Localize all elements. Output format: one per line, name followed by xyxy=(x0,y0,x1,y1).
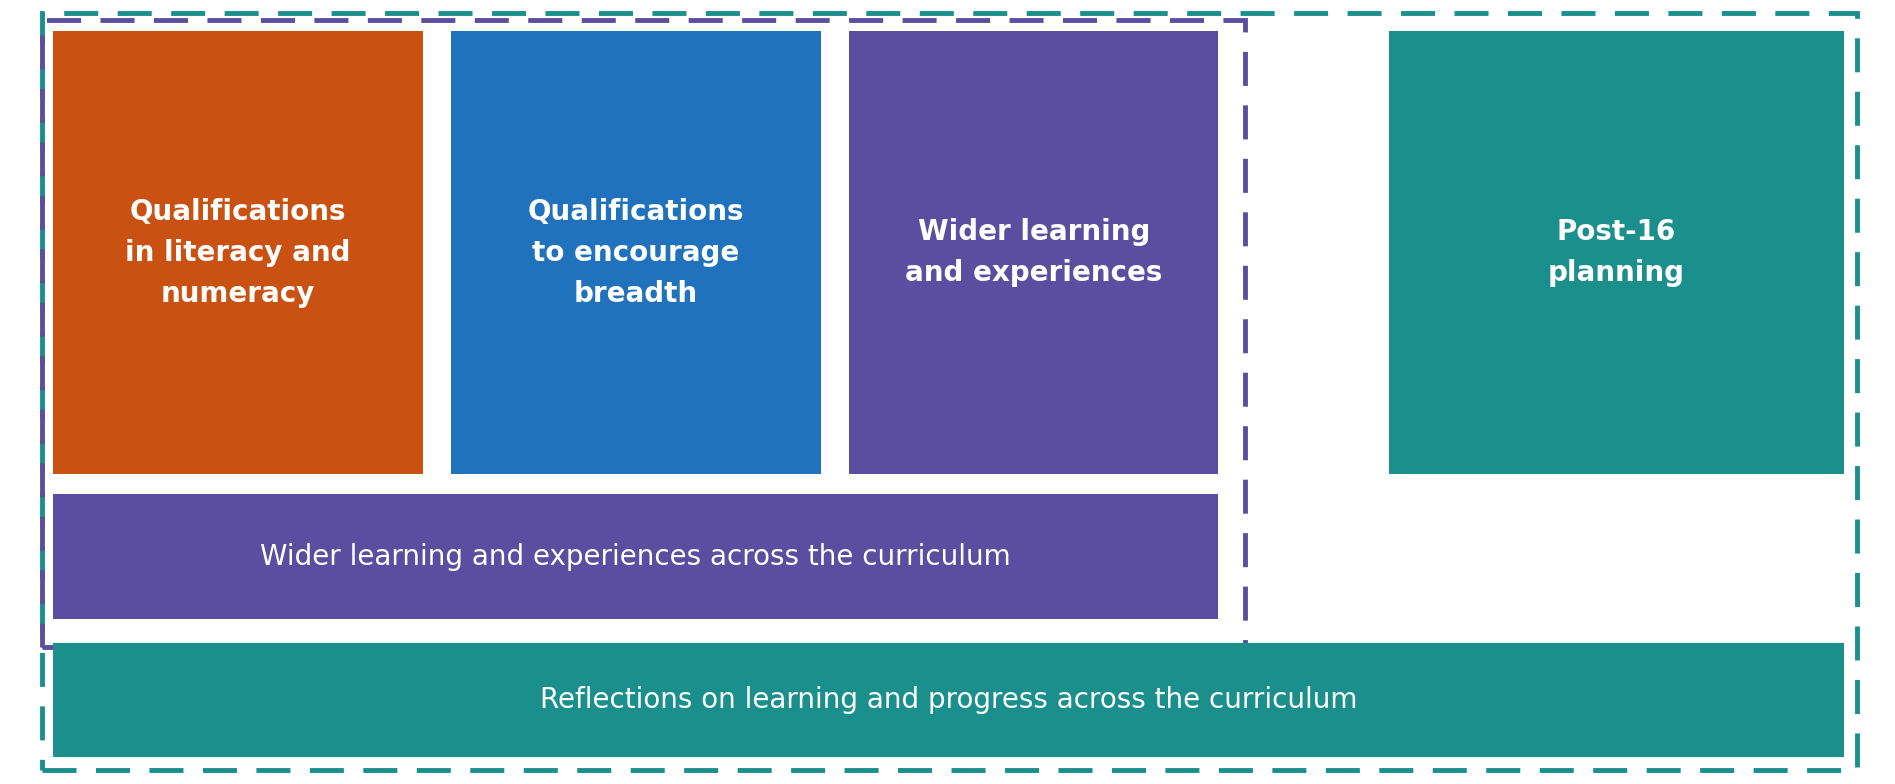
FancyBboxPatch shape xyxy=(849,31,1218,474)
FancyBboxPatch shape xyxy=(53,31,423,474)
FancyBboxPatch shape xyxy=(53,643,1844,757)
FancyBboxPatch shape xyxy=(53,494,1218,619)
FancyBboxPatch shape xyxy=(451,31,821,474)
Text: Wider learning
and experiences: Wider learning and experiences xyxy=(906,218,1162,288)
Text: Wider learning and experiences across the curriculum: Wider learning and experiences across th… xyxy=(260,543,1012,571)
Text: Reflections on learning and progress across the curriculum: Reflections on learning and progress acr… xyxy=(540,686,1357,713)
Text: Qualifications
in literacy and
numeracy: Qualifications in literacy and numeracy xyxy=(125,198,351,308)
Text: Post-16
planning: Post-16 planning xyxy=(1548,218,1685,288)
Text: Qualifications
to encourage
breadth: Qualifications to encourage breadth xyxy=(527,198,745,308)
FancyBboxPatch shape xyxy=(1389,31,1844,474)
